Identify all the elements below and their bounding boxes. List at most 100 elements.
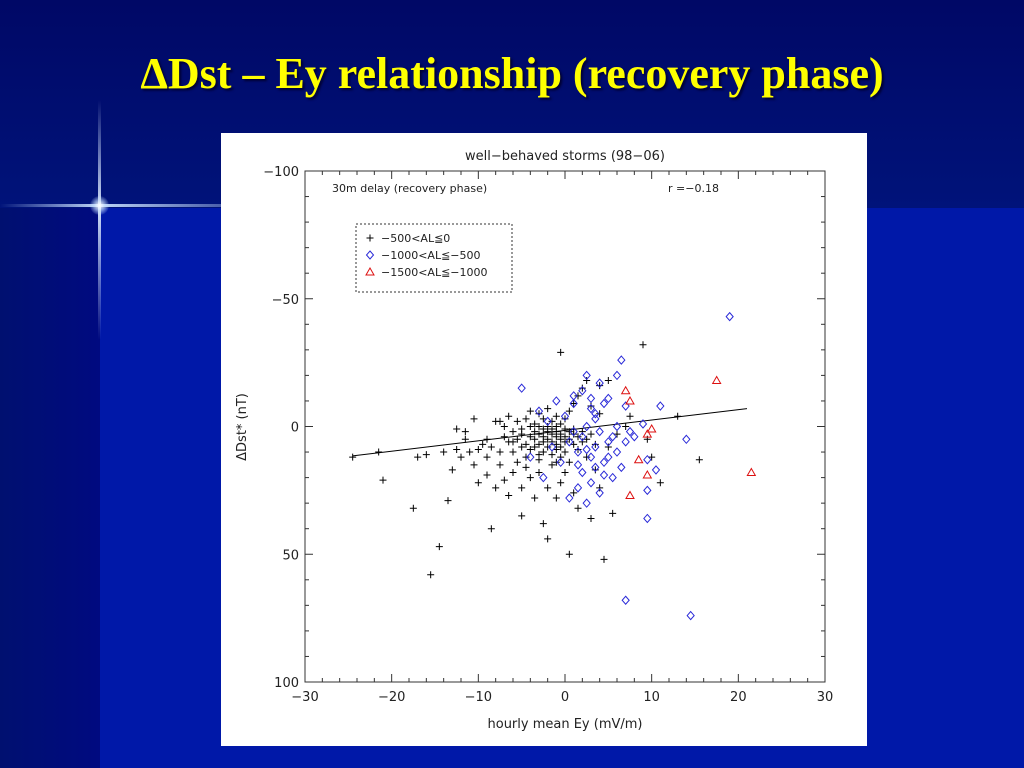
data-point-plus xyxy=(548,461,556,469)
data-point-plus xyxy=(557,479,565,487)
data-point-plus xyxy=(535,440,543,448)
data-point-plus xyxy=(544,405,552,413)
y-tick-labels: −100 −50 0 50 100 xyxy=(263,165,299,691)
data-point-plus xyxy=(435,543,443,551)
data-point-plus xyxy=(509,468,517,476)
y-tick-label: 50 xyxy=(282,548,299,563)
data-point-plus xyxy=(548,417,556,425)
data-point-diamond xyxy=(573,460,583,470)
data-point-diamond xyxy=(608,472,617,483)
data-point-diamond xyxy=(539,472,548,483)
data-point-plus xyxy=(500,423,508,430)
data-point-plus xyxy=(539,415,547,423)
data-point-plus xyxy=(505,491,513,499)
data-point-plus xyxy=(487,525,495,533)
data-point-diamond xyxy=(604,437,613,447)
y-tick-label: 0 xyxy=(291,421,299,436)
data-point-plus xyxy=(552,458,560,466)
data-point-diamond xyxy=(526,452,535,462)
data-point-plus xyxy=(522,463,530,471)
data-point-plus xyxy=(565,407,573,415)
data-point-plus xyxy=(587,402,595,410)
data-point-plus xyxy=(379,476,387,484)
legend-label: −500<AL≦0 xyxy=(381,232,450,245)
data-point-plus xyxy=(591,440,599,448)
data-point-plus xyxy=(513,458,521,466)
data-point-diamond xyxy=(552,396,561,406)
data-point-diamond xyxy=(591,408,600,419)
data-point-diamond xyxy=(547,442,557,452)
data-point-plus xyxy=(535,451,543,459)
sparkle-vertical-ray xyxy=(98,100,101,340)
data-point-triangle xyxy=(625,395,635,405)
data-point-plus xyxy=(570,400,578,408)
data-point-diamond xyxy=(625,426,635,437)
data-point-diamond xyxy=(612,447,622,457)
data-point-diamond xyxy=(599,470,609,480)
data-point-plus xyxy=(461,435,469,443)
data-point-plus xyxy=(591,466,599,474)
data-point-plus xyxy=(483,435,491,443)
data-point-plus xyxy=(496,448,504,456)
data-point-diamond xyxy=(582,421,591,432)
data-point-plus xyxy=(587,430,595,438)
data-point-plus xyxy=(587,514,595,522)
data-point-plus xyxy=(570,425,578,433)
data-point-plus xyxy=(544,435,552,443)
data-point-plus xyxy=(526,433,534,441)
legend-items: −500<AL≦0 −1000<AL≦−500 −1500<AL≦−1000 xyxy=(365,232,488,279)
data-point-plus xyxy=(574,504,582,512)
data-point-plus xyxy=(487,443,495,451)
x-tick-label: 20 xyxy=(730,690,747,705)
data-point-diamond xyxy=(621,437,630,447)
data-point-diamond xyxy=(604,452,613,462)
data-point-triangle xyxy=(642,470,653,479)
data-point-plus xyxy=(453,445,461,453)
legend-box xyxy=(355,223,513,293)
data-point-plus xyxy=(583,453,591,461)
data-point-plus xyxy=(518,425,526,433)
legend-label: −1000<AL≦−500 xyxy=(381,249,481,262)
data-point-plus xyxy=(561,425,569,433)
data-point-plus xyxy=(466,448,474,456)
data-point-plus xyxy=(565,550,573,558)
data-point-plus xyxy=(531,494,539,502)
data-point-plus xyxy=(526,407,534,415)
data-point-plus xyxy=(518,443,526,451)
data-point-plus xyxy=(695,456,703,464)
data-point-diamond xyxy=(621,595,630,605)
data-point-plus xyxy=(544,443,552,451)
data-point-plus xyxy=(375,448,383,456)
data-point-plus xyxy=(578,384,586,392)
data-point-plus xyxy=(535,423,543,430)
data-point-triangle xyxy=(746,467,757,476)
data-point-diamond xyxy=(643,454,652,465)
data-point-plus xyxy=(604,443,612,451)
data-point-plus xyxy=(453,425,461,433)
y-axis-label: ΔDst* (nT) xyxy=(235,393,250,461)
data-point-plus xyxy=(656,479,664,487)
x-tick-label: −20 xyxy=(378,690,405,705)
data-point-plus xyxy=(440,448,448,456)
data-point-diamond xyxy=(595,426,604,437)
data-point-plus xyxy=(596,410,604,418)
data-point-plus xyxy=(479,440,487,448)
data-point-diamond xyxy=(556,457,565,468)
annotation-delay: 30m delay (recovery phase) xyxy=(332,182,487,195)
data-point-diamond xyxy=(565,493,574,503)
data-point-diamond xyxy=(586,452,596,462)
data-point-plus xyxy=(500,433,508,441)
data-point-plus xyxy=(444,497,452,505)
data-point-diamond xyxy=(582,370,591,381)
data-point-plus xyxy=(570,489,578,497)
data-point-plus xyxy=(483,453,491,461)
data-point-plus xyxy=(552,440,560,448)
data-point-diamond xyxy=(595,488,604,498)
sparkle-horizontal-ray xyxy=(0,204,300,207)
data-point-plus xyxy=(539,520,547,528)
data-point-diamond xyxy=(643,485,652,496)
data-point-plus xyxy=(544,535,552,543)
data-point-plus xyxy=(609,509,617,517)
data-point-plus xyxy=(526,474,534,482)
